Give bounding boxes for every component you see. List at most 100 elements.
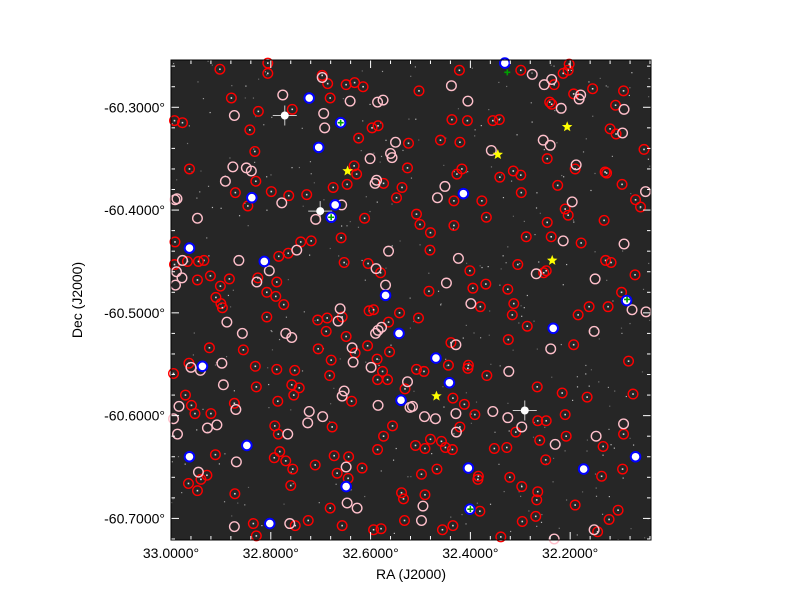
source-dot <box>172 372 175 375</box>
faint-star <box>263 124 265 126</box>
source-dot <box>574 504 576 506</box>
faint-star <box>648 96 650 98</box>
source-dot <box>208 346 211 349</box>
red-circle-marker <box>423 285 435 297</box>
source-dot <box>266 291 268 294</box>
red-circle-marker <box>464 265 476 277</box>
pink-circle-marker <box>228 521 240 533</box>
source-dot <box>553 83 556 86</box>
source-dot <box>275 281 278 283</box>
source-dot <box>627 360 630 362</box>
pink-circle-marker <box>526 68 538 80</box>
faint-star <box>409 327 411 329</box>
red-circle-marker <box>312 343 324 355</box>
red-circle-marker <box>288 389 300 401</box>
faint-star <box>573 221 575 223</box>
pink-circle-marker <box>284 518 296 530</box>
source-dot <box>219 68 221 71</box>
source-dot <box>615 133 617 135</box>
faint-star <box>558 527 560 529</box>
red-circle-marker <box>289 364 301 376</box>
blue-ring-marker <box>329 199 341 211</box>
source-dot <box>209 275 212 277</box>
yellow-star-marker <box>342 165 353 176</box>
red-circle-marker <box>616 286 628 298</box>
faint-star <box>594 172 596 175</box>
source-dot <box>538 439 541 442</box>
faint-star <box>526 294 528 297</box>
source-dot <box>277 255 280 258</box>
red-circle-marker <box>461 115 473 127</box>
blue-ring-marker <box>303 92 316 104</box>
faint-star <box>613 447 615 449</box>
pink-circle-marker <box>372 96 384 108</box>
faint-star <box>562 284 564 286</box>
red-circle-marker <box>340 79 352 91</box>
source-dot <box>380 527 382 530</box>
x-axis-title: RA (J2000) <box>376 566 446 582</box>
faint-star <box>196 197 198 199</box>
pink-circle-marker <box>450 339 462 351</box>
source-dot <box>184 394 187 396</box>
red-circle-marker <box>538 267 550 279</box>
source-dot <box>479 510 481 513</box>
faint-star <box>649 319 651 322</box>
faint-star <box>499 117 501 120</box>
source-dot <box>401 186 403 189</box>
faint-star <box>410 476 412 478</box>
source-dot <box>316 319 319 321</box>
red-circle-marker <box>265 186 277 198</box>
source-dot <box>472 287 474 289</box>
source-dot <box>273 425 276 427</box>
faint-star <box>292 483 294 485</box>
pink-circle-marker <box>618 103 630 115</box>
faint-star <box>490 363 492 365</box>
faint-star <box>224 175 226 177</box>
y-tick-label: -60.3000° <box>104 99 165 115</box>
red-circle-marker <box>228 397 240 409</box>
red-circle-marker <box>278 299 290 311</box>
source-dot <box>234 492 236 495</box>
faint-star <box>590 189 592 192</box>
faint-star <box>254 161 256 163</box>
faint-star <box>399 240 401 242</box>
red-circle-marker <box>384 346 396 358</box>
source-dot <box>526 325 529 328</box>
source-dot <box>347 477 349 480</box>
pink-circle-marker <box>171 428 183 440</box>
source-dot <box>485 216 488 219</box>
faint-star <box>200 170 202 172</box>
source-dot <box>414 444 417 447</box>
source-dot <box>418 90 420 92</box>
y-tick-label: -60.4000° <box>104 202 165 218</box>
faint-star <box>606 279 608 281</box>
source-dot <box>266 316 268 318</box>
faint-star <box>557 110 559 112</box>
faint-star <box>211 206 214 209</box>
source-dot <box>564 413 566 416</box>
source-dot <box>372 528 375 531</box>
faint-star <box>271 349 274 351</box>
yellow-star-marker <box>431 390 442 401</box>
faint-star <box>541 513 543 516</box>
x-tick-label: 32.8000° <box>243 545 299 561</box>
faint-star <box>470 422 472 424</box>
faint-star <box>390 344 392 346</box>
pink-circle-marker <box>228 110 240 122</box>
red-circle-marker <box>336 520 348 532</box>
red-circle-marker <box>434 134 446 146</box>
pink-circle-marker <box>276 197 288 209</box>
faint-star <box>488 109 490 111</box>
pink-circle-marker <box>431 192 443 204</box>
faint-star <box>392 459 395 461</box>
source-dot <box>214 453 217 456</box>
faint-star <box>476 502 478 504</box>
faint-star <box>341 225 343 227</box>
source-dot <box>436 468 438 470</box>
red-circle-marker <box>302 514 314 526</box>
blue-ring-marker <box>443 376 456 389</box>
source-dot <box>330 359 332 361</box>
faint-star <box>428 272 430 274</box>
source-dot <box>620 291 623 294</box>
faint-star <box>588 81 590 83</box>
